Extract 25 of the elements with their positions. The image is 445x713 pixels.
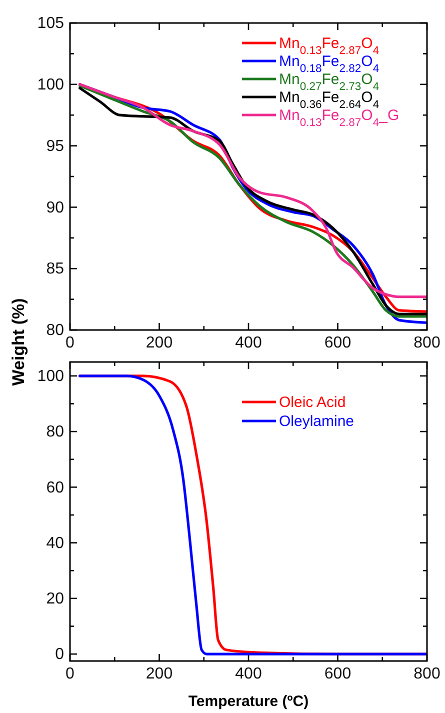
- y-tick-label: 100: [37, 368, 64, 386]
- y-tick-label: 20: [46, 590, 64, 608]
- y-tick-label: 105: [37, 15, 64, 32]
- x-tick-label: 800: [414, 334, 440, 352]
- y-tick-label: 85: [46, 260, 64, 278]
- y-tick-label: 95: [46, 138, 64, 155]
- legend-label: Oleic Acid: [279, 394, 346, 411]
- x-tick-label: 600: [324, 334, 352, 352]
- line-series: [78, 374, 427, 656]
- x-tick-label: 400: [235, 665, 262, 682]
- x-tick-label: 800: [414, 665, 440, 682]
- x-tick-label: 200: [146, 334, 173, 352]
- y-tick-label: 80: [46, 424, 64, 441]
- x-tick-label: 200: [146, 665, 173, 682]
- x-tick-label: 600: [324, 665, 352, 682]
- y-tick-label: 80: [46, 322, 64, 340]
- y-tick-label: 0: [55, 646, 64, 664]
- y-tick-label: 100: [37, 76, 64, 94]
- x-axis-title: Temperature (ºC): [188, 693, 309, 710]
- legend-label: Oleylamine: [279, 413, 354, 430]
- x-tick-label: 400: [235, 334, 262, 352]
- y-tick-label: 90: [46, 199, 64, 216]
- y-tick-label: 40: [46, 534, 64, 552]
- y-tick-label: 60: [46, 479, 64, 496]
- y-axis-title: Weight (%): [9, 298, 28, 386]
